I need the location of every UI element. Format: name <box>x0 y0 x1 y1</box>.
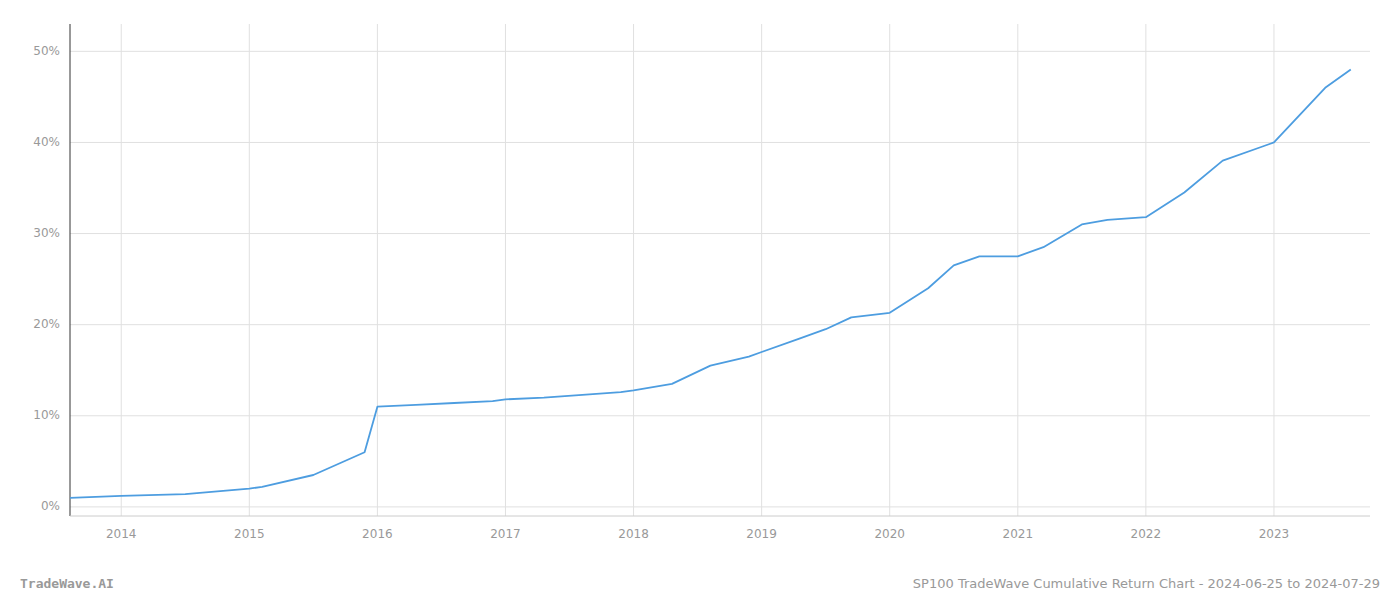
y-grid-line <box>70 415 1370 416</box>
y-tick-label: 10% <box>33 408 60 422</box>
x-tick-label: 2023 <box>1259 527 1290 541</box>
x-grid-line <box>633 24 634 516</box>
y-grid-line <box>70 233 1370 234</box>
x-tick-label: 2022 <box>1131 527 1162 541</box>
y-axis-line <box>70 24 71 516</box>
chart: 0% 10% 20% 30% 40% 50% 2014 2015 2016 2017 2018 201… <box>0 0 1400 600</box>
x-grid-line <box>249 24 250 516</box>
page: {"chart_data": {"type": "line", "x": [20… <box>0 0 1400 600</box>
x-grid-line <box>1017 24 1018 516</box>
plot-area <box>70 70 1351 498</box>
y-grid-line <box>70 51 1370 52</box>
x-grid-line <box>889 24 890 516</box>
x-tick-label: 2021 <box>1003 527 1034 541</box>
x-tick-label: 2017 <box>490 527 521 541</box>
y-tick-label: 50% <box>33 44 60 58</box>
y-grid-line <box>70 324 1370 325</box>
x-tick-label: 2014 <box>106 527 137 541</box>
y-tick-label: 30% <box>33 226 60 240</box>
x-grid-line <box>1273 24 1274 516</box>
y-grid-line <box>70 142 1370 143</box>
y-tick-label: 20% <box>33 317 60 331</box>
tick-labels: 0% 10% 20% 30% 40% 50% 2014 2015 2016 2017 2018 201… <box>33 44 1289 541</box>
x-tick-label: 2016 <box>362 527 393 541</box>
x-axis-line <box>70 516 1370 517</box>
annotations: TradeWave.AI SP100 TradeWave Cumulative R… <box>20 576 1380 591</box>
brand-annotation: TradeWave.AI <box>20 576 114 591</box>
x-grid-line <box>505 24 506 516</box>
chart-caption: SP100 TradeWave Cumulative Return Chart … <box>913 576 1380 591</box>
x-grid-line <box>121 24 122 516</box>
y-grid-line <box>70 506 1370 507</box>
x-tick-label: 2015 <box>234 527 265 541</box>
x-grid-line <box>761 24 762 516</box>
y-tick-label: 40% <box>33 135 60 149</box>
background <box>0 0 1400 600</box>
y-tick-label: 0% <box>41 499 60 513</box>
x-grid-line <box>1145 24 1146 516</box>
x-grid-line <box>377 24 378 516</box>
x-tick-label: 2018 <box>618 527 649 541</box>
return-line <box>70 70 1351 498</box>
x-tick-label: 2019 <box>746 527 777 541</box>
x-tick-label: 2020 <box>874 527 905 541</box>
grid <box>70 24 1370 516</box>
